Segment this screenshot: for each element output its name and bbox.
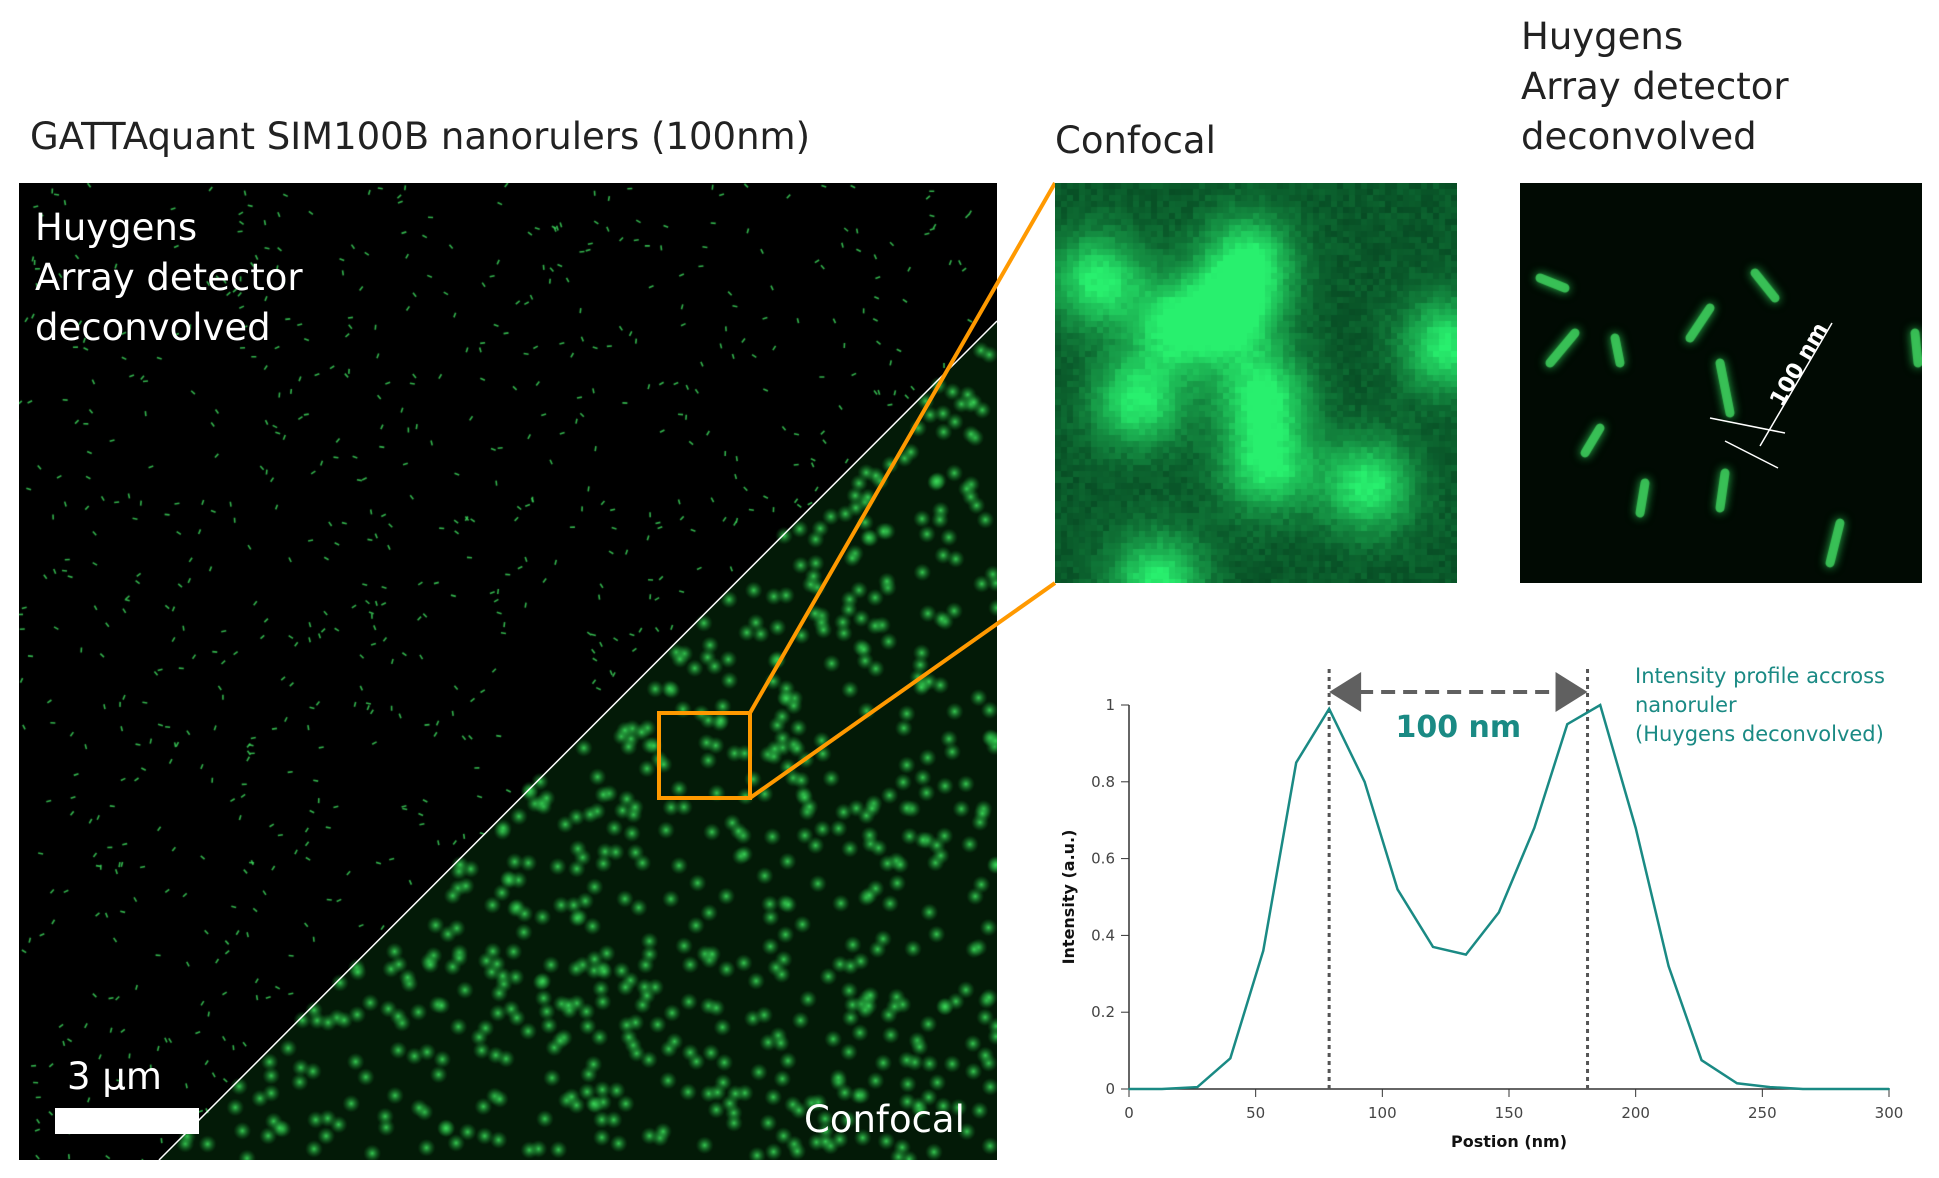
data-point: [1196, 1086, 1199, 1089]
x-axis-label: Postion (nm): [1451, 1132, 1567, 1151]
data-point: [1634, 826, 1637, 829]
title-line: deconvolved: [1521, 115, 1757, 158]
scale-bar-label: 3 µm: [67, 1055, 162, 1098]
confocal-inset-image: [1055, 183, 1457, 583]
x-tick-label: 200: [1621, 1104, 1650, 1122]
y-tick-label: 0.4: [1091, 926, 1115, 944]
data-point: [1837, 1088, 1840, 1090]
overlay-confocal-label: Confocal: [804, 1098, 965, 1141]
data-point: [1363, 780, 1366, 783]
zoom-connector-bottom: [748, 581, 1057, 800]
data-point: [1700, 1059, 1703, 1062]
distance-label: 100 nm: [1395, 710, 1521, 745]
ruler-annotation: 100 nm: [1709, 319, 1833, 469]
data-point: [1160, 1088, 1163, 1090]
arrowhead-right-icon: [1555, 672, 1588, 712]
data-point: [1464, 953, 1467, 956]
main-microscopy-image: [19, 183, 997, 1160]
data-point: [1396, 888, 1399, 891]
overlay-line: Huygens: [35, 206, 198, 249]
y-tick-label: 0.2: [1091, 1003, 1115, 1021]
x-tick-label: 300: [1875, 1104, 1904, 1122]
data-point: [1229, 1057, 1232, 1060]
data-point: [1888, 1088, 1890, 1090]
x-tick-label: 0: [1124, 1104, 1134, 1122]
data-point: [1432, 945, 1434, 948]
data-point: [1599, 704, 1602, 706]
huygens-inset-image: [1520, 183, 1922, 583]
y-tick-label: 0.8: [1091, 773, 1115, 791]
split-line: [158, 320, 998, 1161]
data-point: [1328, 707, 1331, 710]
zoom-connector-top: [748, 182, 1057, 714]
data-point: [1566, 723, 1569, 726]
confocal-inset-title: Confocal: [1055, 119, 1216, 162]
legend-line: Intensity profile accross: [1635, 664, 1885, 688]
data-point: [1801, 1088, 1804, 1090]
x-tick-label: 50: [1246, 1104, 1265, 1122]
arrowhead-left-icon: [1329, 672, 1362, 712]
x-tick-label: 150: [1495, 1104, 1524, 1122]
y-tick-label: 0: [1105, 1080, 1115, 1098]
data-point: [1667, 965, 1670, 968]
y-axis-label: Intensity (a.u.): [1059, 830, 1078, 965]
ruler-line: [1759, 322, 1833, 447]
data-point: [1736, 1082, 1738, 1085]
figure-title: GATTAquant SIM100B nanorulers (100nm): [30, 115, 811, 158]
x-tick-label: 250: [1748, 1104, 1777, 1122]
y-tick-label: 1: [1105, 696, 1115, 714]
data-point: [1768, 1086, 1771, 1089]
overlay-line: deconvolved: [35, 306, 271, 349]
title-line: Huygens: [1521, 15, 1684, 58]
x-tick-label: 100: [1368, 1104, 1397, 1122]
legend-line: (Huygens deconvolved): [1635, 722, 1884, 746]
zoom-region-box: [657, 711, 752, 800]
title-line: Array detector: [1521, 65, 1789, 108]
huygens-inset-title: Huygens Array detector deconvolved: [1521, 12, 1789, 162]
y-tick-label: 0.6: [1091, 850, 1115, 868]
scale-bar: [55, 1108, 199, 1134]
data-point: [1128, 1088, 1130, 1090]
overlay-line: Array detector: [35, 256, 303, 299]
data-point: [1497, 911, 1500, 914]
data-point: [1533, 826, 1536, 829]
data-point: [1295, 761, 1298, 764]
series-line: [1129, 703, 1889, 1091]
overlay-huygens-label: Huygens Array detector deconvolved: [35, 203, 303, 353]
data-point: [1262, 949, 1265, 952]
legend-line: nanoruler: [1635, 693, 1737, 717]
